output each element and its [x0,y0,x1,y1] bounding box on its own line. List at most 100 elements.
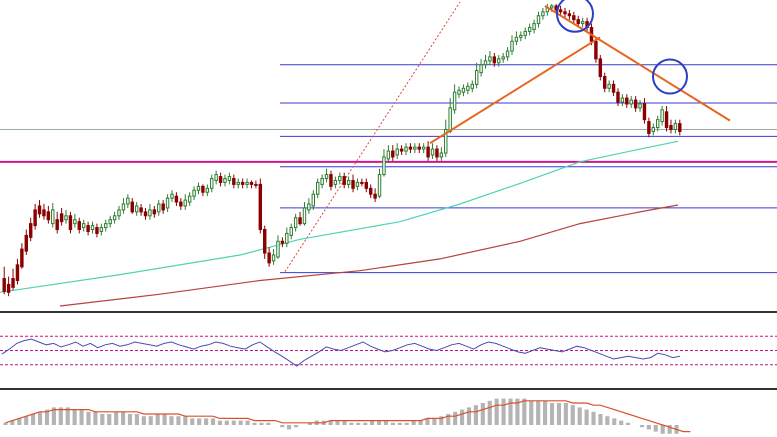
candle-body [594,40,598,60]
moving-averages [0,140,679,307]
candle-body [130,201,134,213]
candle-body [236,181,240,185]
candle-body [598,58,603,78]
candle-body [33,209,37,227]
candle-body [625,97,629,105]
candle-body [223,178,227,183]
candle-body [572,15,576,21]
candle-body [452,91,457,111]
candle-body [218,176,223,183]
candle-body [558,9,563,13]
candle-body [616,91,620,103]
candle-body [311,193,316,207]
candle-body [77,221,81,231]
candle-body [99,227,104,232]
candle-body [333,179,338,185]
candle-body [42,209,46,217]
candle-body [346,179,351,185]
candle-body [338,176,342,181]
candle-body [170,193,174,199]
candle-body [342,176,346,185]
candle-body [461,87,466,93]
candle-body [205,187,210,193]
trend-line-1 [544,5,731,122]
candle-body [550,5,554,9]
candle-body [421,146,426,150]
candle-body [611,83,616,93]
fib-guide [284,1,461,272]
candle-body [386,150,391,160]
candle-body [37,205,42,215]
candle-body [492,56,497,64]
candle-body [514,36,519,42]
candle-body [232,178,236,185]
candle-body [316,181,320,195]
candle-body [28,223,33,238]
candle-body [479,64,483,74]
candle-body [11,278,15,288]
candle-body [466,85,470,91]
candle-body [201,185,205,193]
candle-body [157,203,161,213]
candle-body [536,15,541,25]
candle-body [2,278,6,292]
candle-body [81,223,86,229]
candle-body [59,213,64,223]
candle-body [603,76,607,89]
candle-body [139,207,143,213]
circle-mark-1 [652,58,688,95]
candle-body [24,234,28,252]
candle-body [298,217,302,225]
candle-body [214,174,218,181]
candle-body [302,207,307,225]
candle-body [673,123,678,130]
candle-body [364,181,369,189]
ema-fast-line [0,140,679,293]
candle-body [660,109,664,123]
candle-body [152,209,157,215]
candle-body [258,183,263,231]
candle-body [368,187,373,195]
candle-body [192,189,196,197]
candle-body [210,178,214,189]
candle-body [227,176,232,181]
candle-body [642,103,647,121]
candle-body [245,181,249,185]
candle-body [413,146,417,150]
candle-body [55,219,59,231]
candle-body [404,146,408,152]
rsi-line [1,338,681,367]
candle-body [576,19,580,25]
candle-body [351,179,355,189]
candle-body [519,34,523,38]
candle-body [474,70,479,85]
candle-body [408,146,413,150]
candle-body [68,215,73,231]
candle-body [638,103,642,109]
ema-slow-line [59,204,679,307]
candle-body [196,185,201,191]
candle-body [426,146,430,158]
candle-body [501,56,505,60]
candle-body [324,174,329,180]
candle-body [633,99,638,109]
candle-body [329,174,333,187]
candle-body [148,209,152,217]
candle-body [669,125,673,130]
candle-body [377,174,382,197]
candle-body [121,203,126,211]
candle-body [580,21,585,25]
candle-body [280,240,285,244]
rsi-panel [0,335,777,367]
candle-body [678,123,682,132]
candle-body [254,183,258,186]
candle-body [510,40,514,52]
candle-body [51,209,55,225]
candle-body [46,211,51,221]
candle-body [607,83,611,89]
candle-body [620,97,625,103]
candle-body [289,227,293,236]
candle-body [651,127,656,132]
